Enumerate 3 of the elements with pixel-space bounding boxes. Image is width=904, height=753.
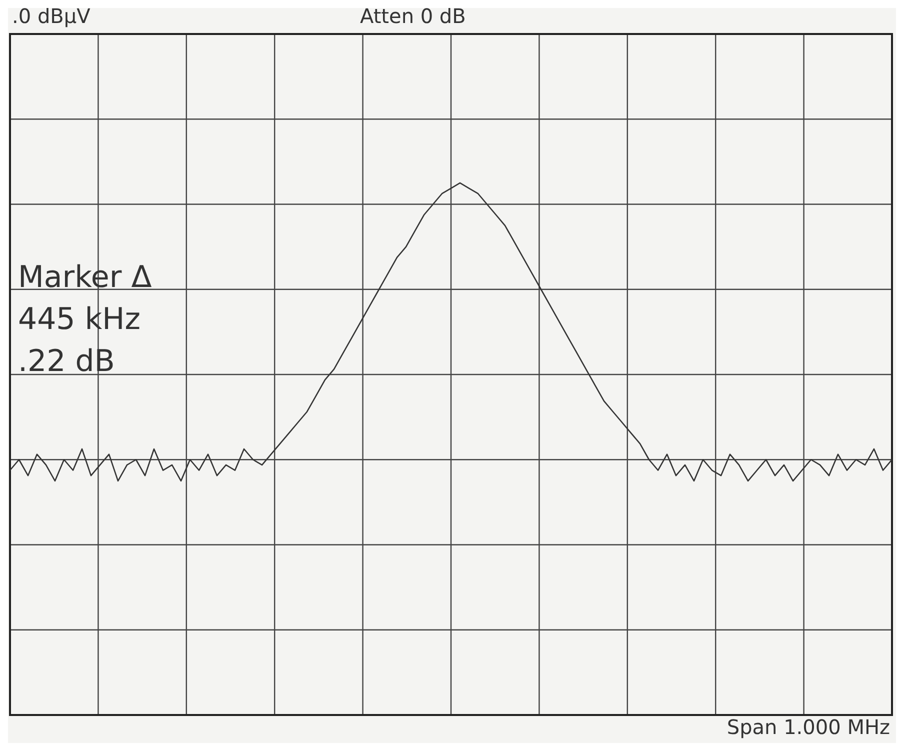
text: Atten 0 dB	[360, 4, 466, 28]
text: .0 dBµV	[12, 4, 91, 28]
text: Span 1.000 MHz	[726, 715, 890, 740]
